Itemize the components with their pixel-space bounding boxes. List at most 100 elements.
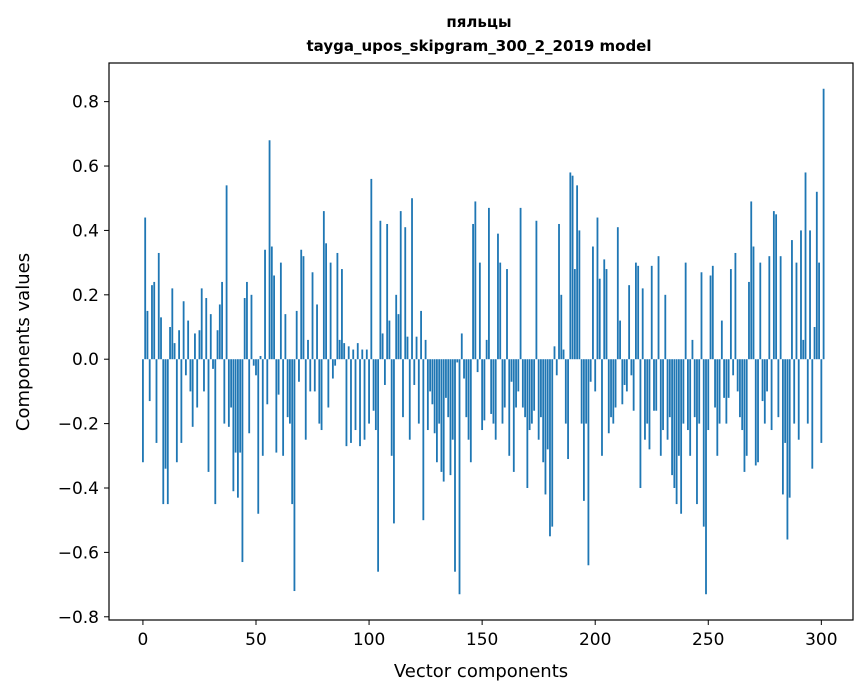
- bar-97: [361, 349, 364, 360]
- bar-261: [732, 359, 735, 376]
- bar-288: [793, 359, 796, 424]
- bar-176: [540, 359, 542, 418]
- bar-245: [696, 359, 698, 505]
- y-tick-label: −0.8: [58, 608, 99, 628]
- bar-23: [194, 333, 196, 360]
- bar-297: [813, 327, 816, 360]
- bar-233: [668, 359, 671, 418]
- bar-11: [166, 359, 169, 505]
- bar-21: [189, 359, 192, 392]
- bar-204: [603, 259, 606, 360]
- bar-161: [506, 269, 508, 360]
- bar-4: [151, 285, 153, 360]
- bar-114: [399, 211, 402, 360]
- y-tick-label: 0.8: [72, 93, 99, 113]
- bar-282: [779, 256, 782, 360]
- bar-173: [533, 359, 536, 411]
- bar-154: [490, 359, 493, 414]
- bar-74: [309, 359, 312, 392]
- bar-93: [352, 349, 355, 360]
- bar-238: [680, 359, 683, 514]
- bar-6: [155, 359, 158, 443]
- bar-220: [639, 359, 642, 488]
- bar-53: [261, 359, 264, 456]
- x-tick-label: 100: [353, 630, 385, 650]
- bar-13: [171, 288, 174, 360]
- bar-20: [187, 320, 190, 360]
- bar-254: [716, 359, 719, 456]
- bar-69: [298, 359, 300, 382]
- bar-88: [341, 269, 343, 360]
- bar-35: [221, 281, 223, 360]
- bar-196: [585, 359, 588, 424]
- bar-210: [616, 227, 619, 360]
- bar-267: [745, 359, 748, 456]
- bar-101: [370, 178, 373, 360]
- bar-192: [576, 185, 579, 360]
- bar-201: [596, 217, 599, 360]
- bar-188: [567, 359, 569, 460]
- bar-275: [763, 359, 766, 424]
- bar-112: [395, 294, 398, 360]
- bar-124: [422, 359, 425, 521]
- bar-298: [815, 191, 818, 360]
- bar-273: [759, 262, 762, 360]
- bar-138: [454, 359, 456, 572]
- bar-70: [300, 249, 303, 360]
- bar-159: [501, 359, 504, 424]
- bar-169: [524, 359, 526, 418]
- bar-51: [257, 359, 260, 514]
- bar-17: [180, 359, 183, 443]
- bar-183: [555, 359, 558, 376]
- bar-32: [214, 359, 217, 505]
- bar-52: [259, 355, 262, 360]
- bar-55: [266, 359, 269, 405]
- bar-223: [646, 359, 649, 424]
- bar-83: [329, 262, 332, 360]
- bar-130: [436, 359, 438, 463]
- bar-262: [734, 252, 737, 360]
- bar-253: [714, 359, 716, 408]
- bar-33: [216, 330, 219, 360]
- bar-167: [519, 207, 522, 360]
- bar-28: [205, 298, 208, 360]
- bar-8: [160, 317, 162, 360]
- bar-105: [379, 220, 382, 360]
- bar-205: [605, 269, 608, 360]
- bar-54: [264, 249, 266, 360]
- bar-109: [388, 320, 391, 360]
- bar-158: [499, 262, 502, 360]
- bar-85: [334, 359, 337, 366]
- bar-193: [578, 230, 581, 360]
- bar-120: [413, 359, 416, 385]
- bar-268: [748, 281, 750, 360]
- bar-56: [268, 140, 271, 360]
- bar-38: [227, 359, 230, 427]
- bar-284: [784, 359, 787, 443]
- bar-202: [598, 278, 601, 360]
- bar-90: [345, 359, 348, 447]
- bar-146: [472, 223, 474, 360]
- bar-206: [607, 359, 610, 434]
- bar-198: [589, 359, 592, 382]
- bar-143: [465, 359, 468, 418]
- bar-255: [718, 359, 721, 424]
- bar-59: [275, 359, 278, 453]
- bar-89: [343, 343, 346, 360]
- bar-10: [164, 359, 167, 469]
- bar-189: [569, 172, 572, 360]
- bar-100: [368, 359, 370, 424]
- x-ticks-group: 0 50 100 150 200 250 300: [138, 620, 838, 650]
- bar-3: [148, 359, 151, 402]
- bar-19: [184, 359, 187, 376]
- bar-73: [307, 339, 309, 360]
- bar-272: [757, 359, 759, 463]
- bar-152: [485, 339, 488, 360]
- bar-121: [415, 336, 418, 360]
- bar-27: [203, 359, 205, 392]
- bar-67: [293, 359, 296, 592]
- y-tick-label: 0.0: [72, 350, 99, 370]
- bar-102: [372, 359, 375, 411]
- bar-257: [723, 359, 726, 398]
